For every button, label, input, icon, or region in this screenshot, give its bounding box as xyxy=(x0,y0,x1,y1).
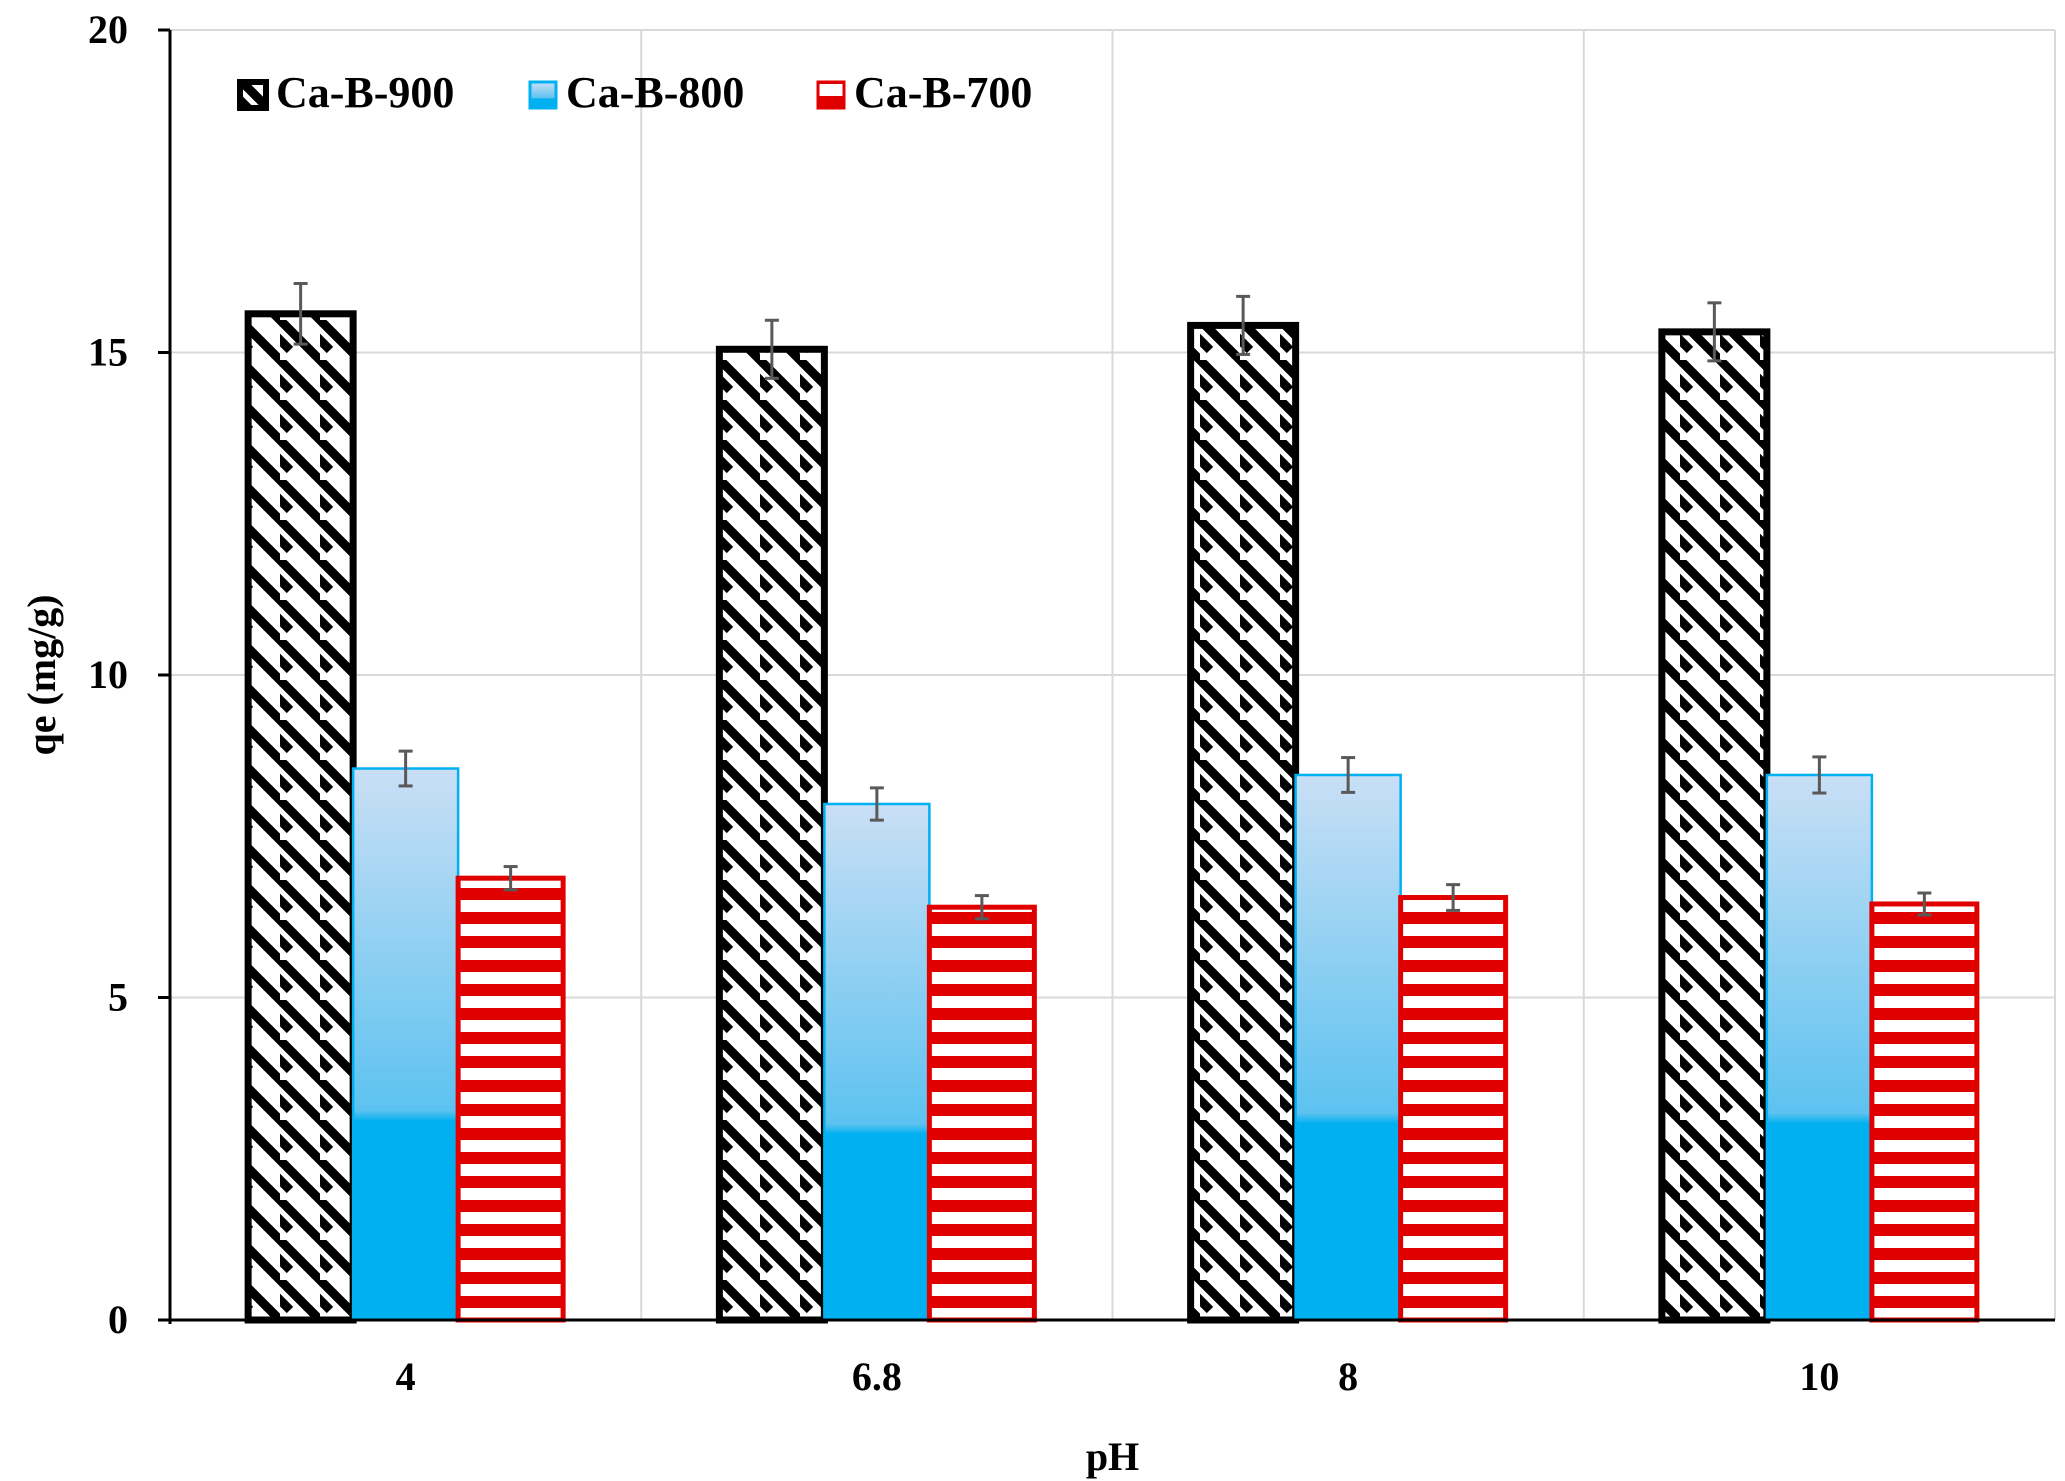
bar-ca-b-800 xyxy=(351,767,460,1322)
legend-swatch-ca-b-900 xyxy=(237,79,269,111)
bar-ca-b-700 xyxy=(926,904,1037,1323)
y-axis-title: qe (mg/g) xyxy=(19,594,64,755)
y-tick-label: 5 xyxy=(108,975,128,1020)
bar-ca-b-800 xyxy=(1765,773,1874,1322)
bars xyxy=(244,281,1980,1324)
x-tick-label: 10 xyxy=(1799,1354,1839,1399)
x-tick-label: 6.8 xyxy=(852,1354,902,1399)
bar-ca-b-800 xyxy=(823,802,931,1322)
legend-label-ca-b-900: Ca-B-900 xyxy=(276,68,454,117)
y-tick-label: 15 xyxy=(88,330,128,375)
bar-ca-b-900 xyxy=(1658,328,1771,1324)
bar-ca-b-900 xyxy=(244,310,357,1324)
legend-label-ca-b-800: Ca-B-800 xyxy=(566,68,744,117)
legend-label-ca-b-700: Ca-B-700 xyxy=(854,68,1032,117)
x-tick-label: 8 xyxy=(1338,1354,1358,1399)
x-tick-label: 4 xyxy=(396,1354,416,1399)
legend-swatch-ca-b-800 xyxy=(528,80,558,110)
bar-ca-b-700 xyxy=(1869,901,1980,1323)
x-axis-title: pH xyxy=(1086,1434,1139,1479)
bar-ca-b-700 xyxy=(1398,895,1509,1323)
legend: Ca-B-900 Ca-B-800 Ca-B-700 xyxy=(237,68,1032,117)
axes: 0 5 10 15 20 4 6.8 8 10 xyxy=(88,7,2055,1399)
y-tick-label: 20 xyxy=(88,7,128,52)
bar-ca-b-800 xyxy=(1294,773,1402,1322)
y-tick-label: 0 xyxy=(108,1297,128,1342)
bar-ca-b-900 xyxy=(1187,321,1300,1324)
bar-ca-b-900 xyxy=(715,345,828,1324)
legend-swatch-ca-b-700 xyxy=(816,80,846,110)
y-tick-label: 10 xyxy=(88,652,128,697)
bar-ca-b-700 xyxy=(455,875,566,1323)
